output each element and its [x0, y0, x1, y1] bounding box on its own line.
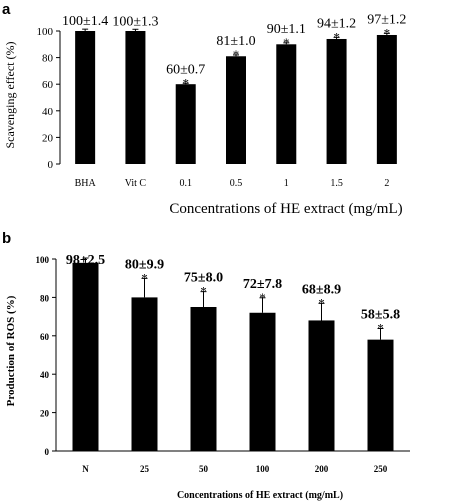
panel-a-bar	[75, 31, 96, 164]
panel-b-y-axis-label: Production of ROS (%)	[5, 295, 17, 406]
panel-a-letter: a	[2, 1, 11, 18]
panel-b-y-tick-label: 100	[36, 255, 50, 265]
panel-b-x-axis-label: Concentrations of HE extract (mg/mL)	[177, 490, 343, 501]
panel-a-category-label: Vit C	[125, 178, 147, 189]
panel-a-significance-star: *	[182, 75, 189, 90]
panel-a-significance-star: *	[233, 47, 240, 62]
panel-b-significance-star: *	[377, 321, 384, 336]
panel-a-significance-star: *	[333, 29, 340, 44]
panel-a-bar	[175, 84, 196, 164]
panel-a-value-label: 97±1.2	[367, 12, 406, 27]
panel-b-value-label: 98±2.5	[66, 253, 105, 268]
panel-b-category-label: 250	[374, 464, 388, 474]
panel-b-bar	[308, 320, 335, 451]
panel-a-y-tick-label: 0	[48, 159, 54, 171]
panel-b-bar	[367, 339, 394, 451]
panel-a-category-label: 1	[284, 178, 289, 189]
panel-a-value-label: 90±1.1	[267, 22, 306, 37]
panel-a-category-label: 2	[384, 178, 389, 189]
panel-a-y-tick-label: 80	[42, 53, 54, 65]
panel-b-significance-star: *	[200, 284, 207, 299]
panel-b-bar	[131, 297, 158, 451]
panel-a-y-axis-label: Scavenging effect (%)	[3, 41, 17, 148]
panel-a-bar	[276, 44, 297, 164]
panel-a-significance-star: *	[384, 25, 391, 40]
panel-b-significance-star: *	[141, 270, 148, 285]
panel-b-y-tick-label: 0	[45, 447, 50, 457]
panel-a-y-tick-label: 40	[42, 106, 54, 118]
panel-a-bar	[226, 56, 246, 164]
panel-b-bar	[72, 262, 99, 451]
panel-b-y-tick-label: 60	[40, 332, 50, 342]
panel-a-significance-star: *	[283, 35, 290, 50]
panel-b-value-label: 80±9.9	[125, 257, 164, 272]
panel-a-bar	[326, 38, 347, 165]
panel-b-category-label: 200	[315, 464, 329, 474]
panel-a-category-label: 0.1	[179, 178, 192, 189]
panel-b-letter: b	[2, 230, 11, 247]
panel-a-category-label: 1.5	[330, 178, 343, 189]
panel-a-value-label: 100±1.4	[62, 14, 108, 29]
panel-a-category-label: BHA	[75, 178, 97, 189]
panel-b-significance-star: *	[318, 295, 325, 310]
panel-b-category-label: 25	[140, 464, 150, 474]
panel-a-y-tick-label: 20	[42, 132, 54, 144]
panel-a-bar	[125, 31, 146, 164]
panel-b-bar	[190, 307, 217, 451]
panel-b-bar	[249, 312, 276, 451]
panel-b-category-label: N	[82, 464, 89, 474]
panel-a-bar	[376, 34, 397, 164]
panel-b-category-label: 100	[256, 464, 270, 474]
panel-b-significance-star: *	[259, 290, 266, 305]
panel-b-value-label: 72±7.8	[243, 277, 282, 292]
panel-a-value-label: 94±1.2	[317, 16, 356, 31]
panel-b-y-tick-label: 40	[40, 370, 50, 380]
panel-b-value-label: 58±5.8	[361, 308, 400, 323]
panel-b-value-label: 75±8.0	[184, 271, 223, 286]
panel-a-value-label: 100±1.3	[112, 14, 158, 29]
panel-a-category-label: 0.5	[230, 178, 243, 189]
panel-b-category-label: 50	[199, 464, 209, 474]
panel-a-y-tick-label: 100	[37, 26, 54, 38]
panel-b-y-tick-label: 20	[40, 409, 50, 419]
panel-b-value-label: 68±8.9	[302, 282, 341, 297]
panel-b-y-tick-label: 80	[40, 293, 50, 303]
panel-a-value-label: 60±0.7	[166, 62, 205, 77]
panel-a-value-label: 81±1.0	[216, 34, 255, 49]
panel-a-y-tick-label: 60	[42, 79, 54, 91]
panel-a-x-axis-label: Concentrations of HE extract (mg/mL)	[169, 201, 402, 217]
